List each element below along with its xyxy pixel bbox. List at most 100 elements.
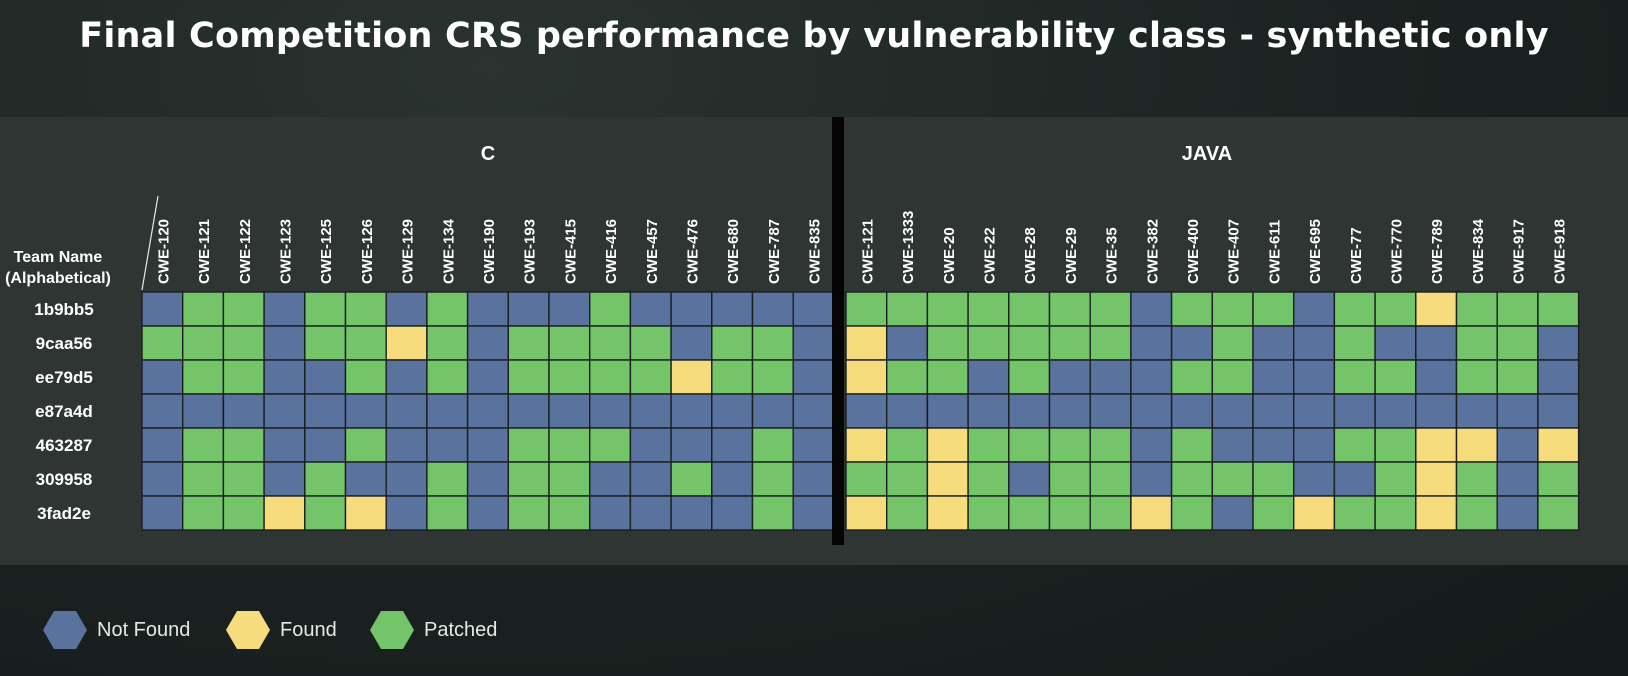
- cell-c-1b9bb5-cwe-787: [751, 291, 794, 327]
- cell-java-309958-cwe-789: [1415, 461, 1458, 497]
- cell-java-9caa56-cwe-917: [1496, 325, 1539, 361]
- cell-c-1b9bb5-cwe-134: [426, 291, 469, 327]
- column-label-c-cwe-787: CWE-787: [766, 219, 783, 284]
- cell-c-e87a4d-cwe-190: [466, 393, 510, 429]
- cell-c-3fad2e-cwe-190: [466, 495, 510, 531]
- cell-java-309958-cwe-121: [845, 461, 888, 497]
- cell-java-463287-cwe-917: [1496, 427, 1539, 463]
- cell-c-3fad2e-cwe-122: [222, 495, 265, 531]
- cell-java-ee79d5-cwe-29: [1048, 359, 1091, 395]
- cell-c-1b9bb5-cwe-835: [792, 291, 835, 327]
- cell-c-e87a4d-cwe-835: [792, 393, 835, 429]
- row-label-463287: 463287: [36, 436, 93, 455]
- cell-c-463287-cwe-476: [670, 427, 713, 463]
- cell-c-e87a4d-cwe-415: [548, 393, 591, 429]
- row-label-9caa56: 9caa56: [36, 334, 93, 353]
- cell-c-ee79d5-cwe-120: [141, 359, 184, 395]
- cell-c-1b9bb5-cwe-415: [548, 291, 591, 327]
- cell-java-9caa56-cwe-611: [1252, 325, 1295, 361]
- column-label-java-cwe-917: CWE-917: [1511, 219, 1528, 284]
- row-label-e87a4d: e87a4d: [35, 402, 93, 421]
- cell-c-3fad2e-cwe-787: [751, 495, 794, 531]
- cell-c-1b9bb5-cwe-122: [222, 291, 265, 327]
- cell-c-ee79d5-cwe-126: [344, 359, 387, 395]
- legend-patched: Patched: [370, 610, 497, 650]
- cell-java-463287-cwe-22: [967, 427, 1010, 463]
- cell-java-e87a4d-cwe-407: [1211, 393, 1254, 429]
- cell-java-e87a4d-cwe-611: [1252, 393, 1295, 429]
- cell-java-1b9bb5-cwe-789: [1415, 291, 1458, 327]
- cell-java-3fad2e-cwe-611: [1252, 495, 1295, 531]
- cell-c-e87a4d-cwe-193: [507, 393, 550, 429]
- cell-c-e87a4d-cwe-129: [385, 393, 428, 429]
- cell-c-309958-cwe-125: [304, 461, 347, 497]
- cell-c-9caa56-cwe-121: [181, 325, 225, 361]
- cell-java-e87a4d-cwe-20: [926, 393, 969, 429]
- cell-c-ee79d5-cwe-123: [263, 359, 306, 395]
- column-label-c-cwe-122: CWE-122: [237, 219, 254, 284]
- cell-java-9caa56-cwe-35: [1089, 325, 1132, 361]
- cell-c-309958-cwe-415: [548, 461, 591, 497]
- column-label-java-cwe-28: CWE-28: [1022, 227, 1039, 284]
- cell-c-ee79d5-cwe-457: [629, 359, 672, 395]
- cell-c-3fad2e-cwe-835: [792, 495, 835, 531]
- cell-java-3fad2e-cwe-22: [967, 495, 1010, 531]
- column-label-java-cwe-35: CWE-35: [1104, 227, 1121, 284]
- cell-java-463287-cwe-121: [845, 427, 888, 463]
- cell-c-3fad2e-cwe-123: [263, 495, 306, 531]
- cell-java-ee79d5-cwe-407: [1211, 359, 1254, 395]
- cell-c-ee79d5-cwe-190: [466, 359, 510, 395]
- cell-c-9caa56-cwe-126: [344, 325, 387, 361]
- column-label-c-cwe-125: CWE-125: [318, 219, 335, 284]
- cell-c-9caa56-cwe-125: [304, 325, 347, 361]
- cell-c-ee79d5-cwe-125: [304, 359, 347, 395]
- column-label-java-cwe-1333: CWE-1333: [900, 211, 917, 284]
- cell-java-463287-cwe-400: [1170, 427, 1213, 463]
- cell-c-9caa56-cwe-457: [629, 325, 672, 361]
- cell-java-309958-cwe-918: [1537, 461, 1580, 497]
- cell-java-309958-cwe-29: [1048, 461, 1091, 497]
- cell-java-3fad2e-cwe-695: [1292, 495, 1336, 531]
- cell-c-e87a4d-cwe-416: [589, 393, 632, 429]
- cell-c-3fad2e-cwe-120: [141, 495, 184, 531]
- cell-c-ee79d5-cwe-476: [670, 359, 713, 395]
- column-label-c-cwe-129: CWE-129: [400, 219, 417, 284]
- cell-java-1b9bb5-cwe-77: [1333, 291, 1376, 327]
- column-label-c-cwe-476: CWE-476: [684, 219, 701, 284]
- cell-java-3fad2e-cwe-1333: [886, 495, 929, 531]
- cell-java-463287-cwe-834: [1455, 427, 1498, 463]
- cell-java-9caa56-cwe-22: [967, 325, 1010, 361]
- cell-java-3fad2e-cwe-918: [1537, 495, 1580, 531]
- cell-c-9caa56-cwe-476: [670, 325, 713, 361]
- cell-java-309958-cwe-22: [967, 461, 1010, 497]
- cell-java-ee79d5-cwe-20: [926, 359, 969, 395]
- cell-java-e87a4d-cwe-29: [1048, 393, 1091, 429]
- cell-c-463287-cwe-190: [466, 427, 510, 463]
- cell-c-ee79d5-cwe-680: [711, 359, 754, 395]
- cell-java-463287-cwe-918: [1537, 427, 1580, 463]
- cell-java-9caa56-cwe-20: [926, 325, 969, 361]
- column-label-java-cwe-121: CWE-121: [859, 219, 876, 284]
- cell-c-1b9bb5-cwe-129: [385, 291, 428, 327]
- cell-java-3fad2e-cwe-789: [1415, 495, 1458, 531]
- cell-java-ee79d5-cwe-22: [967, 359, 1010, 395]
- legend-patched-swatch: [370, 611, 414, 649]
- column-label-java-cwe-789: CWE-789: [1429, 219, 1446, 284]
- cell-c-1b9bb5-cwe-123: [263, 291, 306, 327]
- cell-java-463287-cwe-407: [1211, 427, 1254, 463]
- legend-patched-label: Patched: [424, 618, 498, 641]
- column-label-java-cwe-22: CWE-22: [981, 227, 998, 284]
- cell-java-463287-cwe-611: [1252, 427, 1295, 463]
- cell-java-ee79d5-cwe-611: [1252, 359, 1295, 395]
- cell-java-1b9bb5-cwe-20: [926, 291, 969, 327]
- cell-java-3fad2e-cwe-29: [1048, 495, 1091, 531]
- cell-java-3fad2e-cwe-834: [1455, 495, 1498, 531]
- cell-c-3fad2e-cwe-134: [426, 495, 469, 531]
- cell-c-309958-cwe-190: [466, 461, 510, 497]
- cell-java-463287-cwe-1333: [886, 427, 929, 463]
- cell-java-463287-cwe-20: [926, 427, 969, 463]
- cell-java-309958-cwe-1333: [886, 461, 929, 497]
- cell-java-e87a4d-cwe-77: [1333, 393, 1376, 429]
- cell-c-e87a4d-cwe-125: [304, 393, 347, 429]
- cell-c-463287-cwe-680: [711, 427, 754, 463]
